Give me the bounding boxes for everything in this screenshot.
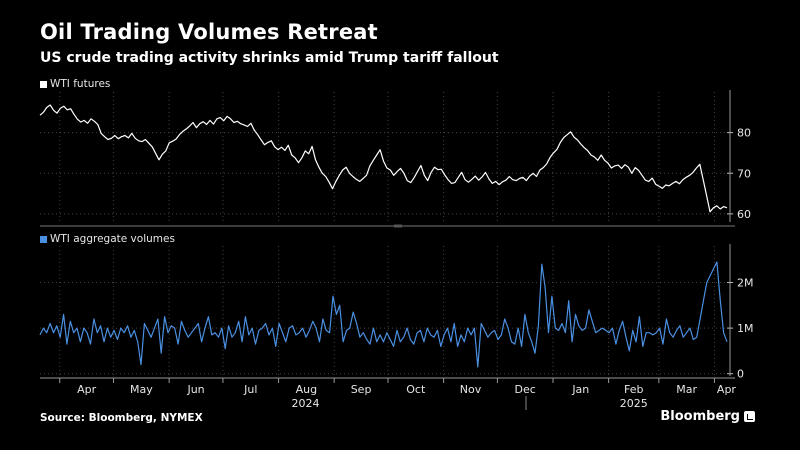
chart-subtitle: US crude trading activity shrinks amid T… bbox=[40, 50, 499, 66]
price-tick-label: 60 bbox=[737, 208, 751, 221]
x-month-label: Mar bbox=[676, 383, 697, 396]
brand-logo: Bloomberg bbox=[660, 409, 755, 424]
price-legend-swatch bbox=[40, 80, 47, 88]
price-tick-label: 80 bbox=[737, 127, 751, 140]
price-tick-label: 70 bbox=[737, 167, 751, 180]
brand-name: Bloomberg bbox=[660, 409, 740, 424]
x-year-label: 2024 bbox=[291, 397, 319, 410]
x-month-label: Jul bbox=[243, 383, 257, 396]
x-month-label: Apr bbox=[717, 383, 737, 396]
price-series-line bbox=[39, 104, 728, 213]
chart-badge-icon bbox=[744, 411, 755, 422]
x-month-label: Apr bbox=[77, 383, 97, 396]
x-month-label: Nov bbox=[460, 383, 482, 396]
x-month-label: Oct bbox=[406, 383, 426, 396]
volume-tick-label: 2M bbox=[737, 276, 754, 289]
price-legend-label: WTI futures bbox=[50, 78, 111, 90]
chart-title: Oil Trading Volumes Retreat bbox=[40, 20, 378, 44]
volume-legend-swatch bbox=[40, 235, 47, 243]
x-month-label: Feb bbox=[624, 383, 643, 396]
x-year-label: 2025 bbox=[620, 397, 648, 410]
x-month-label: Dec bbox=[515, 383, 536, 396]
source-note: Source: Bloomberg, NYMEX bbox=[40, 412, 203, 424]
x-month-label: Jan bbox=[571, 383, 589, 396]
x-month-label: Aug bbox=[296, 383, 317, 396]
price-legend: WTI futures bbox=[40, 78, 110, 90]
volume-series-line bbox=[39, 261, 728, 368]
x-month-label: May bbox=[130, 383, 153, 396]
volume-legend-label: WTI aggregate volumes bbox=[50, 233, 175, 245]
volume-tick-label: 1M bbox=[737, 322, 754, 335]
volume-tick-label: 0 bbox=[737, 368, 744, 381]
x-month-label: Jun bbox=[186, 383, 204, 396]
volume-legend: WTI aggregate volumes bbox=[40, 233, 175, 245]
panel-resize-grip bbox=[394, 224, 402, 228]
x-month-label: Sep bbox=[351, 383, 372, 396]
